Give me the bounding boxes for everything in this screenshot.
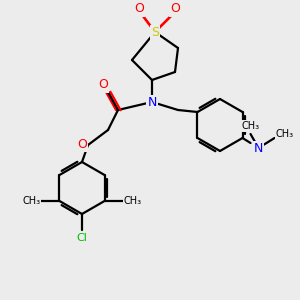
Text: N: N (147, 95, 157, 109)
Text: Cl: Cl (76, 233, 87, 243)
Text: CH₃: CH₃ (124, 196, 142, 206)
Text: O: O (134, 2, 144, 16)
Text: CH₃: CH₃ (275, 129, 294, 139)
Text: S: S (151, 26, 159, 38)
Text: CH₃: CH₃ (242, 121, 260, 131)
Text: CH₃: CH₃ (22, 196, 40, 206)
Text: O: O (77, 137, 87, 151)
Text: O: O (98, 79, 108, 92)
Text: N: N (254, 142, 263, 154)
Text: O: O (170, 2, 180, 16)
